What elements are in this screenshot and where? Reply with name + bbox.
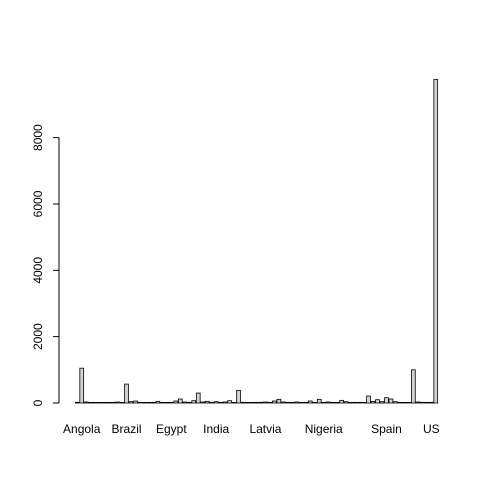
bar — [133, 400, 138, 404]
bar — [339, 399, 344, 404]
bar — [321, 401, 327, 404]
bar — [245, 401, 250, 404]
bar — [236, 389, 241, 404]
bar — [361, 401, 367, 404]
bar — [316, 398, 322, 404]
bar — [191, 400, 197, 404]
bar — [334, 401, 340, 404]
bar — [312, 401, 318, 404]
bar — [294, 401, 300, 404]
bar — [249, 401, 255, 404]
bar — [397, 401, 403, 404]
bar — [263, 401, 268, 404]
y-tick-label: 6000 — [31, 190, 45, 217]
bar — [366, 395, 371, 404]
bar — [370, 400, 376, 404]
bar — [218, 401, 223, 404]
bar — [352, 401, 358, 404]
bar — [290, 401, 295, 404]
y-axis: 0 2000 4000 6000 8000 — [31, 124, 60, 406]
bar — [92, 401, 98, 404]
y-tick-label: 4000 — [31, 257, 45, 284]
bar — [379, 401, 385, 404]
bar — [357, 401, 362, 404]
bar — [420, 401, 425, 404]
bar — [186, 401, 192, 404]
bar — [424, 401, 430, 404]
bar — [160, 401, 165, 404]
bar — [204, 400, 210, 404]
bar — [200, 401, 206, 404]
bar — [272, 400, 277, 404]
bar — [182, 401, 188, 404]
bar — [124, 383, 129, 404]
bar — [406, 401, 412, 404]
x-tick-label: Egypt — [156, 422, 187, 436]
bar — [83, 401, 89, 404]
bar — [209, 401, 214, 404]
bar — [164, 401, 170, 404]
bar — [343, 401, 349, 404]
bar — [240, 401, 246, 404]
bar — [79, 367, 85, 404]
bar — [142, 401, 147, 404]
bar — [128, 401, 134, 404]
bar — [411, 369, 416, 404]
x-tick-label: Nigeria — [305, 422, 343, 436]
bars — [74, 79, 439, 404]
x-tick-label: Brazil — [112, 422, 142, 436]
bar — [195, 392, 201, 404]
bar — [393, 401, 398, 404]
x-tick-label: Latvia — [249, 422, 281, 436]
x-tick-label: Spain — [371, 422, 402, 436]
bar — [307, 400, 313, 404]
bar — [97, 401, 102, 404]
x-tick-label: India — [203, 422, 229, 436]
bar — [299, 401, 304, 404]
bar — [325, 401, 331, 404]
bar — [115, 401, 120, 404]
bar — [106, 401, 111, 404]
bar — [227, 400, 232, 404]
bar — [137, 401, 143, 404]
bar — [281, 401, 286, 404]
bar — [119, 401, 125, 404]
bar — [173, 400, 179, 404]
x-tick-label: US — [423, 422, 440, 436]
bar — [254, 401, 259, 404]
bar — [330, 401, 335, 404]
bar — [178, 398, 183, 404]
bar — [348, 401, 353, 404]
bar — [146, 401, 152, 404]
y-tick-label: 2000 — [31, 323, 45, 350]
bar — [110, 401, 116, 404]
bar — [285, 401, 291, 404]
x-tick-label: Angola — [63, 422, 101, 436]
bar — [213, 401, 219, 404]
bar — [303, 401, 309, 404]
bar — [375, 399, 380, 404]
bar — [402, 401, 407, 404]
bar — [231, 401, 237, 404]
bar — [88, 401, 93, 404]
bar — [74, 401, 80, 404]
bar — [222, 401, 228, 404]
bar — [267, 401, 273, 404]
y-tick-label: 8000 — [31, 124, 45, 151]
y-tick-label: 0 — [31, 399, 45, 406]
bar — [428, 401, 434, 404]
bar — [258, 401, 264, 404]
bar — [276, 398, 282, 404]
bar — [384, 397, 389, 404]
bar — [155, 400, 161, 404]
bar — [101, 401, 107, 404]
bar — [415, 401, 421, 404]
bar — [169, 401, 174, 404]
x-axis-labels: Angola Brazil Egypt India Latvia Nigeria Spain… — [63, 422, 440, 436]
bar — [433, 79, 439, 404]
bar — [151, 401, 156, 404]
bar — [388, 398, 394, 404]
